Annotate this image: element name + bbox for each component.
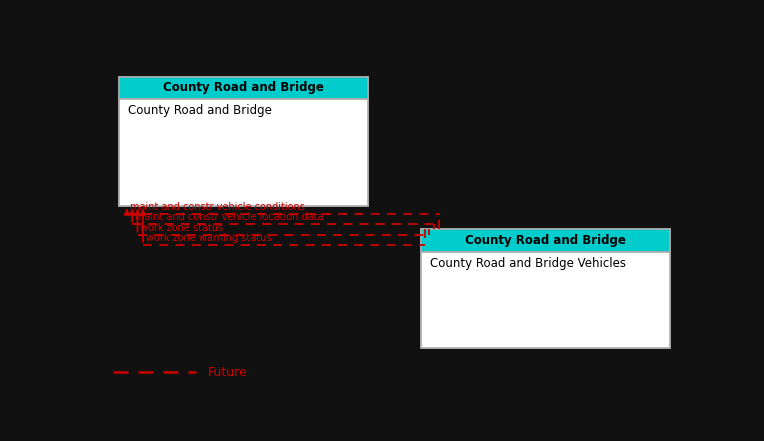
Text: work zone status: work zone status <box>141 223 224 232</box>
Text: County Road and Bridge: County Road and Bridge <box>128 104 272 117</box>
Bar <box>421 251 670 348</box>
Bar <box>119 99 368 206</box>
Bar <box>119 77 368 206</box>
Text: work zone warning status: work zone warning status <box>146 233 271 243</box>
Text: County Road and Bridge Vehicles: County Road and Bridge Vehicles <box>430 257 626 269</box>
Text: Future: Future <box>208 366 248 379</box>
Text: maint and constr vehicle conditions: maint and constr vehicle conditions <box>130 202 305 212</box>
Text: County Road and Bridge: County Road and Bridge <box>163 81 324 94</box>
Text: maint and constr vehicle location data: maint and constr vehicle location data <box>135 213 324 222</box>
Bar <box>421 229 670 348</box>
Bar <box>421 229 670 251</box>
Text: County Road and Bridge: County Road and Bridge <box>465 234 626 247</box>
Bar <box>119 77 368 99</box>
